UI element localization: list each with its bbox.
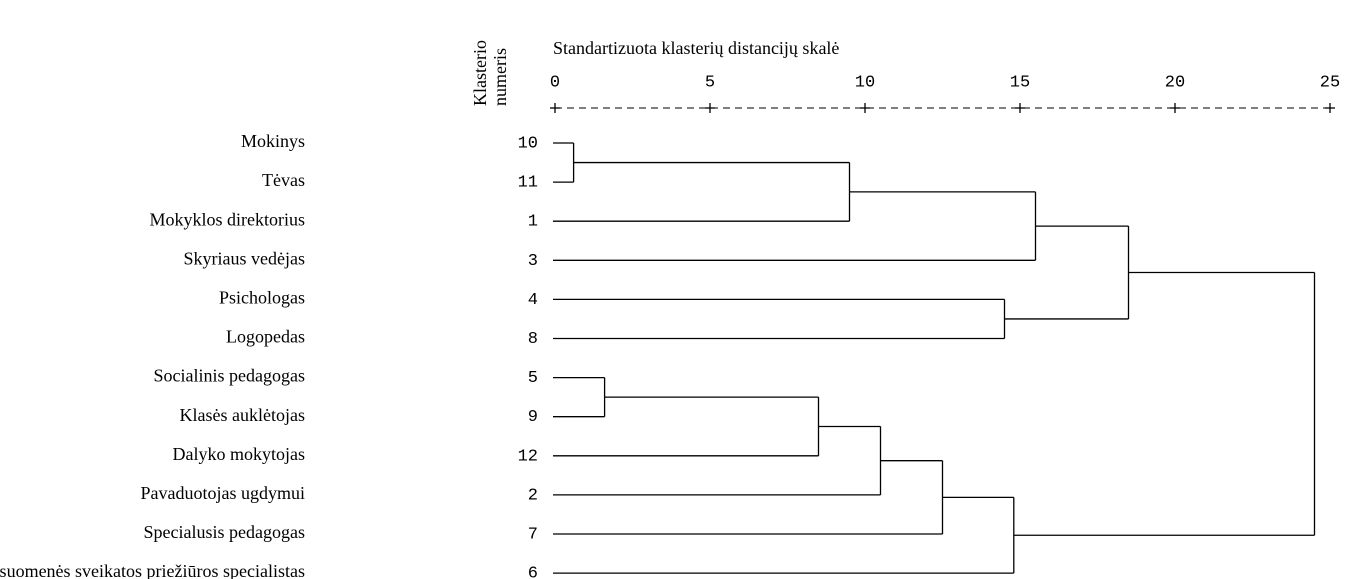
x-tick-label: 5 <box>705 73 715 92</box>
x-tick-label: 15 <box>1010 73 1030 92</box>
x-tick-label: 0 <box>550 73 560 92</box>
x-tick-label: 10 <box>855 73 875 92</box>
leaf-header: numeris <box>490 48 510 106</box>
leaf-number: 11 <box>518 174 538 193</box>
leaf-number: 1 <box>528 213 538 232</box>
leaf-label: Psichologas <box>219 288 305 308</box>
leaf-number: 5 <box>528 369 538 388</box>
leaf-number: 9 <box>528 408 538 427</box>
leaf-label: Mokyklos direktorius <box>150 209 306 229</box>
leaf-header: Klasterio <box>470 40 490 106</box>
leaf-number: 10 <box>518 134 538 153</box>
leaf-number: 12 <box>518 447 538 466</box>
leaf-number: 8 <box>528 330 538 349</box>
leaf-label: Klasės auklėtojas <box>180 405 305 425</box>
leaf-label: Tėvas <box>262 170 305 190</box>
leaf-label: Pavaduotojas ugdymui <box>141 483 306 503</box>
leaf-number: 2 <box>528 486 538 505</box>
leaf-label: Specialusis pedagogas <box>144 522 305 542</box>
leaf-label: Mokinys <box>241 131 305 151</box>
x-tick-label: 25 <box>1320 73 1340 92</box>
chart-title: Standartizuota klasterių distancijų skal… <box>553 38 839 58</box>
leaf-label: Socialinis pedagogas <box>154 366 305 386</box>
leaf-number: 6 <box>528 565 538 579</box>
leaf-label: Dalyko mokytojas <box>173 444 306 464</box>
leaf-number: 7 <box>528 525 538 544</box>
leaf-label: Logopedas <box>226 327 305 347</box>
leaf-label: Skyriaus vedėjas <box>184 248 305 268</box>
leaf-label: Visuomenės sveikatos priežiūros speciali… <box>0 561 305 579</box>
x-tick-label: 20 <box>1165 73 1185 92</box>
leaf-number: 4 <box>528 291 538 310</box>
leaf-number: 3 <box>528 252 538 271</box>
